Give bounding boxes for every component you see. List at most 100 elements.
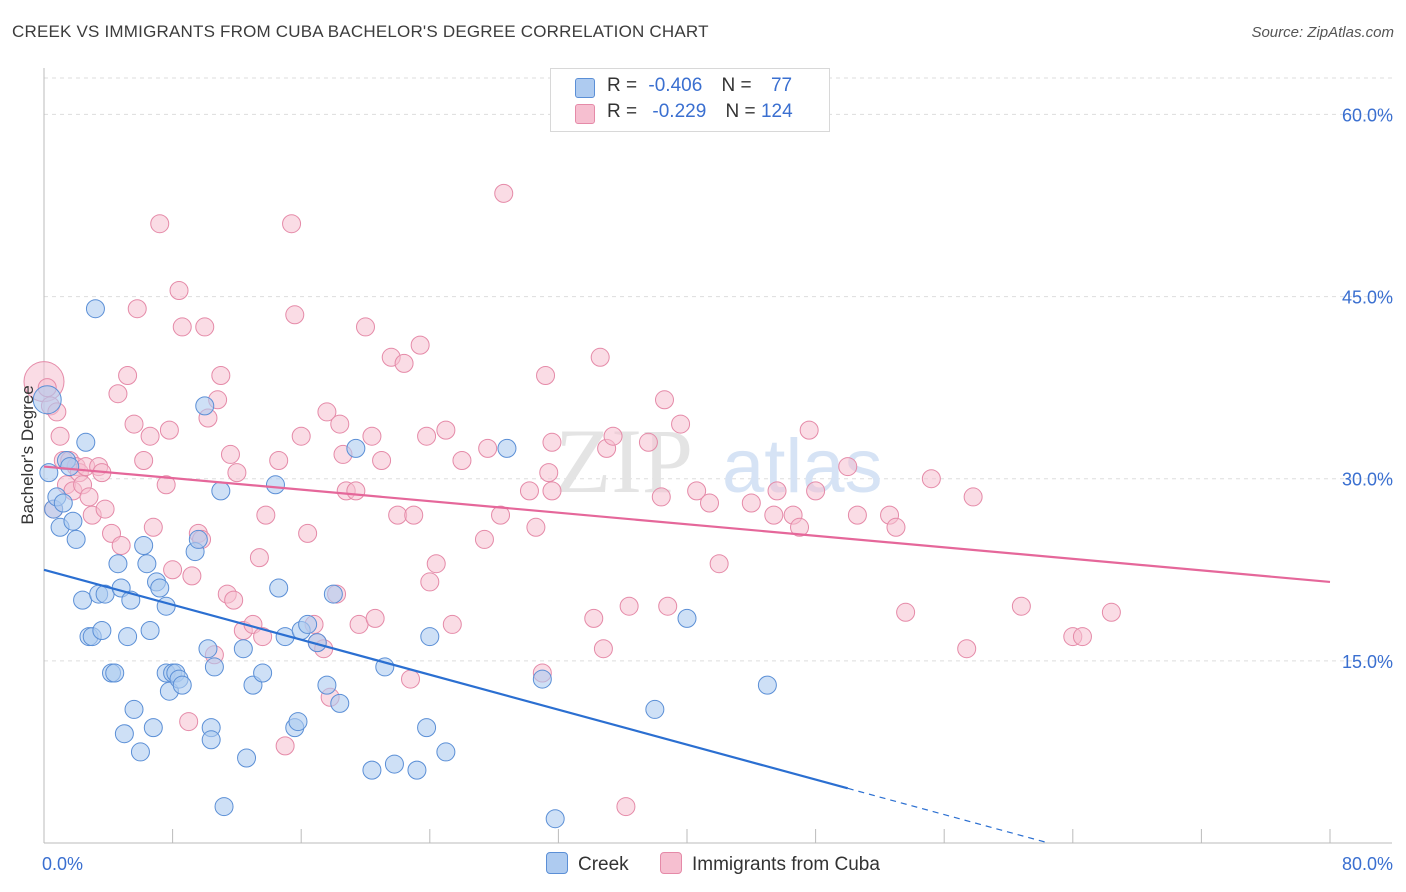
cuba-point [590,347,610,367]
creek-point [188,529,208,549]
bottom-legend-label-cuba: Immigrants from Cuba [692,854,880,875]
creek-point [420,627,440,647]
creek-point [330,693,350,713]
cuba-point [896,602,916,622]
creek-point [108,554,128,574]
legend-swatch-creek [575,78,595,98]
creek-point [269,578,289,598]
cuba-point [143,517,163,537]
cuba-point [156,475,176,495]
cuba-point [741,493,761,513]
cuba-point [478,438,498,458]
bottom-legend-swatch-cuba [660,852,682,874]
cuba-point [638,432,658,452]
cuba-point [963,487,983,507]
creek-point [253,663,273,683]
cuba-point [140,426,160,446]
cuba-point [298,523,318,543]
cuba-point [349,614,369,634]
cuba-point [838,457,858,477]
creek-point [532,669,552,689]
cuba-point [651,487,671,507]
creek-point [645,699,665,719]
cuba-point [401,669,421,689]
cuba-point [291,426,311,446]
creek-point [407,760,427,780]
cuba-point [269,451,289,470]
cuba-point [886,517,906,537]
cuba-point [256,505,276,525]
cuba-point [542,481,562,501]
cuba-point [584,608,604,628]
legend-n-label: N = [721,75,752,96]
cuba-point [211,366,231,385]
cuba-point [847,505,867,525]
creek-point [265,475,285,495]
cuba-point [134,451,154,470]
cuba-point [452,451,472,470]
creek-point [317,675,337,695]
cuba-point [150,214,170,234]
creek-point [237,748,257,768]
cuba-point [365,608,385,628]
cuba-point [362,426,382,446]
cuba-point [593,639,613,659]
creek-point [63,511,83,531]
cuba-point [275,736,295,756]
bottom-legend-swatch-creek [546,852,568,874]
legend-n-label: N = [725,101,756,122]
cuba-point [536,366,556,385]
cuba-point [410,335,430,355]
creek-trend-line-extrapolated [847,787,1049,844]
cuba-point [764,505,784,525]
cuba-point [282,214,302,234]
creek-point [362,760,382,780]
cuba-point [519,481,539,501]
cuba-trend-line [43,465,1331,584]
cuba-point [767,481,787,501]
cuba-point [195,317,215,337]
creek-point [92,621,112,640]
creek-point [105,663,125,683]
creek-point [288,712,308,732]
creek-point [118,627,138,647]
cuba-point [619,596,639,616]
creek-point [497,438,517,458]
cuba-point [709,554,729,574]
cuba-point [404,505,424,525]
creek-point [677,608,697,628]
creek-point [140,621,160,640]
cuba-point [474,529,494,549]
cuba-point [436,420,456,440]
cuba-point [687,481,707,501]
axis-tick-labels: 15.0% 30.0% 45.0% 60.0% 0.0% 80.0% [42,105,1393,874]
cuba-point [249,548,269,568]
creek-point [545,809,565,829]
cuba-point [1072,627,1092,647]
axes [43,68,1392,844]
creek-point [143,718,163,738]
cuba-point [108,384,128,404]
source-label: Source: ZipAtlas.com [1251,24,1394,41]
cuba-point [172,317,192,337]
creek-point [198,639,218,659]
creek-point [757,675,777,695]
cuba-point [790,517,810,537]
cuba-point [346,481,366,501]
cuba-point [799,420,819,440]
creek-point [114,724,134,744]
creek-point [156,596,176,616]
creek-point [76,432,96,452]
cuba-point [542,432,562,452]
cuba-point [182,566,202,586]
cuba-point [118,366,138,385]
bottom-legend-cuba: Immigrants from Cuba [660,852,880,876]
cuba-point [388,505,408,525]
creek-point [53,493,73,513]
creek-trend-line [43,568,849,790]
cuba-point [491,505,511,525]
legend-r-value-creek: -0.406 [648,75,703,96]
cuba-point [494,183,514,203]
creek-point [323,584,343,604]
cuba-point [127,299,147,319]
